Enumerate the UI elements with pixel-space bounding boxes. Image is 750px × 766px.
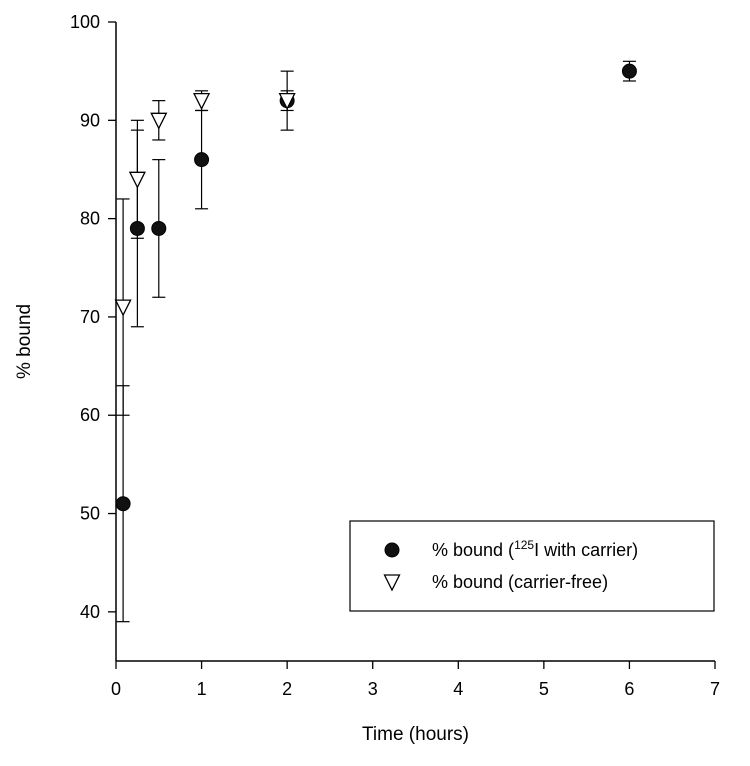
y-tick-label: 90 (80, 110, 100, 130)
x-tick-label: 7 (710, 679, 720, 699)
legend-box (349, 520, 715, 612)
x-tick-label: 4 (453, 679, 463, 699)
legend-marker-with-carrier (384, 542, 400, 558)
y-tick-label: 50 (80, 504, 100, 524)
legend-label: % bound (125I with carrier) (432, 538, 638, 560)
y-tick-label: 80 (80, 209, 100, 229)
data-point-with-carrier (194, 152, 210, 168)
legend: % bound (125I with carrier) % bound (carr… (349, 520, 715, 612)
legend-marker-carrier-free (383, 574, 401, 592)
data-markers (114, 63, 637, 512)
x-tick-label: 3 (368, 679, 378, 699)
data-point-carrier-free (128, 171, 146, 189)
data-point-carrier-free (278, 92, 296, 111)
y-axis-label: % bound (14, 304, 35, 379)
axes (115, 22, 715, 662)
data-point-carrier-free (193, 92, 211, 111)
data-point-with-carrier (151, 220, 167, 236)
x-tick-label: 0 (111, 679, 121, 699)
legend-label: % bound (carrier-free) (432, 572, 608, 592)
data-point-with-carrier (115, 496, 131, 512)
y-tick-label: 100 (70, 12, 100, 32)
data-point-with-carrier (621, 63, 637, 79)
y-tick-label: 40 (80, 602, 100, 622)
x-tick-label: 1 (197, 679, 207, 699)
data-point-carrier-free (114, 299, 132, 317)
data-point-carrier-free (150, 112, 168, 130)
data-point-with-carrier (129, 220, 145, 236)
y-tick-label: 60 (80, 405, 100, 425)
y-ticks: 40 50 60 70 80 90 100 (70, 12, 116, 622)
x-axis-label: Time (hours) (362, 724, 469, 745)
x-tick-label: 2 (282, 679, 292, 699)
x-tick-label: 5 (539, 679, 549, 699)
x-ticks: 0 1 2 3 4 5 6 7 (111, 661, 720, 699)
y-tick-label: 70 (80, 307, 100, 327)
x-tick-label: 6 (624, 679, 634, 699)
